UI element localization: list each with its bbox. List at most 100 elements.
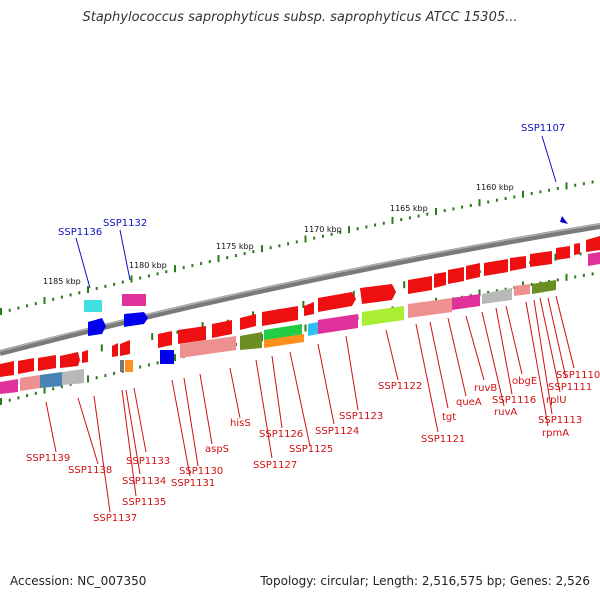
- scale-tick: [417, 214, 420, 218]
- gene-label[interactable]: SSP1116: [492, 395, 536, 406]
- gene-label[interactable]: SSP1134: [122, 476, 166, 487]
- gene-label-ssp1132[interactable]: SSP1132: [103, 218, 147, 229]
- gene-label[interactable]: SSP1130: [179, 466, 223, 477]
- feature-block[interactable]: [308, 322, 318, 336]
- gene-arrow[interactable]: [240, 314, 256, 330]
- gene-label[interactable]: SSP1122: [378, 381, 422, 392]
- gene-arrow[interactable]: [408, 276, 432, 294]
- gene-label[interactable]: ruvA: [494, 407, 517, 418]
- gene-label[interactable]: SSP1121: [421, 434, 465, 445]
- feature-block[interactable]: [240, 332, 262, 350]
- gene-label[interactable]: SSP1139: [26, 453, 70, 464]
- gene-arrow[interactable]: [38, 355, 56, 371]
- scale-tick: [60, 385, 63, 389]
- gene-arrow[interactable]: [212, 320, 232, 338]
- feature-block[interactable]: [125, 360, 133, 372]
- feature-block[interactable]: [20, 375, 40, 391]
- feature-block[interactable]: [264, 334, 304, 348]
- gene-arrow[interactable]: [510, 256, 526, 271]
- gene-arrow[interactable]: [262, 306, 298, 326]
- scale-tick: [0, 398, 2, 405]
- feature-block[interactable]: [514, 284, 530, 296]
- gene-arrow[interactable]: [124, 312, 148, 327]
- feature-block[interactable]: [62, 369, 84, 385]
- gene-label[interactable]: SSP1111: [548, 382, 592, 393]
- gene-arrow[interactable]: [318, 292, 356, 312]
- gene-label[interactable]: rpmA: [542, 428, 569, 439]
- gene-arrow[interactable]: [304, 302, 314, 316]
- gene-arrow[interactable]: [484, 259, 508, 276]
- gene-label[interactable]: SSP1110: [556, 370, 600, 381]
- gene-arrow[interactable]: [556, 246, 570, 260]
- feature-block[interactable]: [362, 306, 404, 326]
- gene-label[interactable]: SSP1125: [289, 444, 333, 455]
- feature-block[interactable]: [120, 360, 124, 372]
- gene-label[interactable]: rplU: [546, 395, 567, 406]
- gene-label-ssp1136[interactable]: SSP1136: [58, 227, 102, 238]
- gene-label[interactable]: SSP1131: [171, 478, 215, 489]
- gene-label[interactable]: tgt: [442, 412, 456, 423]
- scale-tick: [269, 246, 272, 250]
- scale-tick: [156, 272, 159, 276]
- gene-label[interactable]: aspS: [205, 444, 229, 455]
- scale-tick: [278, 244, 281, 248]
- gene-box[interactable]: [122, 294, 146, 306]
- gene-arrow[interactable]: [448, 267, 464, 284]
- gene-arrow[interactable]: [530, 251, 552, 267]
- scale-tick: [200, 262, 203, 266]
- scale-tick: [591, 180, 594, 184]
- gene-label[interactable]: SSP1126: [259, 429, 303, 440]
- feature-block[interactable]: [318, 314, 358, 334]
- gene-box[interactable]: [84, 300, 102, 312]
- gene-label[interactable]: SSP1123: [339, 411, 383, 422]
- gene-label[interactable]: ruvB: [474, 383, 497, 394]
- gene-label[interactable]: SSP1133: [126, 456, 170, 467]
- scale-tick: [530, 192, 533, 195]
- scale-tick: [100, 344, 103, 352]
- gene-arrow[interactable]: [178, 326, 206, 344]
- gene-label[interactable]: SSP1113: [538, 415, 582, 426]
- feature-block[interactable]: [40, 372, 62, 388]
- feature-block[interactable]: [408, 298, 452, 318]
- gene-arrow[interactable]: [112, 343, 118, 357]
- scale-tick: [400, 218, 403, 222]
- scale-tick: [69, 293, 72, 297]
- feature-block[interactable]: [180, 336, 236, 358]
- gene-arrow[interactable]: [18, 358, 34, 374]
- gene-arrow[interactable]: [434, 272, 446, 288]
- gene-arrow[interactable]: [120, 340, 130, 356]
- gene-box[interactable]: [160, 350, 174, 364]
- gene-arrow[interactable]: [586, 236, 600, 252]
- gene-arrow[interactable]: [60, 352, 80, 368]
- gene-label[interactable]: hisS: [230, 418, 251, 429]
- gene-arrow[interactable]: [574, 243, 580, 255]
- scale-tick: [556, 187, 559, 190]
- gene-label[interactable]: SSP1137: [93, 513, 137, 524]
- gene-arrow[interactable]: [0, 361, 14, 377]
- gene-label[interactable]: SSP1127: [253, 460, 297, 471]
- gene-arrow[interactable]: [158, 331, 172, 348]
- feature-block[interactable]: [532, 280, 556, 294]
- scale-tick: [487, 200, 490, 204]
- gene-arrow[interactable]: [88, 318, 106, 336]
- scale-tick: [504, 197, 507, 200]
- gene-label-ssp1107[interactable]: SSP1107: [521, 123, 565, 134]
- gene-arrow[interactable]: [82, 350, 88, 363]
- gene-label[interactable]: SSP1135: [122, 497, 166, 508]
- feature-block[interactable]: [452, 294, 480, 310]
- scale-tick: [174, 354, 176, 362]
- scale-tick: [452, 207, 455, 211]
- feature-block[interactable]: [588, 252, 600, 266]
- gene-arrow[interactable]: [466, 263, 480, 280]
- scale-tick: [26, 304, 29, 308]
- feature-block[interactable]: [482, 288, 512, 304]
- feature-block[interactable]: [0, 379, 18, 394]
- scale-tick: [130, 275, 133, 283]
- scale-tick: [174, 265, 176, 273]
- scale-tick: [582, 273, 585, 277]
- gene-arrow[interactable]: [360, 284, 396, 304]
- gene-label[interactable]: SSP1138: [68, 465, 112, 476]
- gene-label[interactable]: queA: [456, 397, 482, 408]
- gene-label[interactable]: obgE: [512, 376, 537, 387]
- gene-label[interactable]: SSP1124: [315, 426, 359, 437]
